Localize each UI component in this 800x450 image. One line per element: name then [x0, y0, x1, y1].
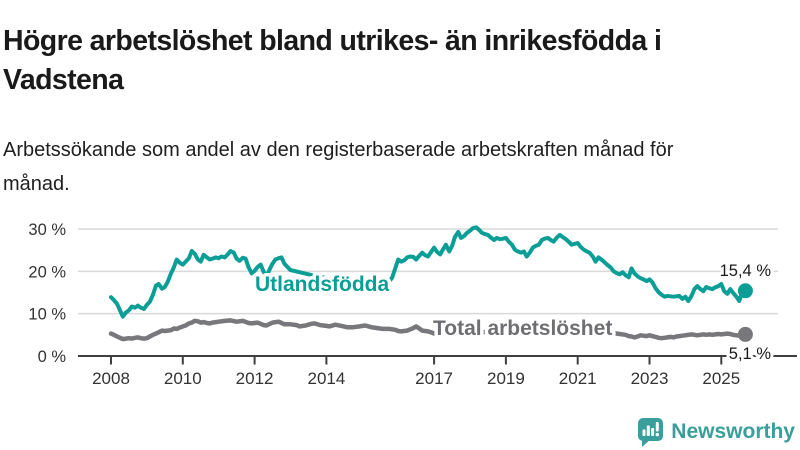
series-line-utlandsfodda	[109, 225, 748, 319]
svg-text:2008: 2008	[92, 369, 130, 388]
series-label-utlandsfodda: Utlandsfödda	[255, 273, 389, 296]
x-axis-ticks	[110, 356, 723, 365]
y-gridlines	[78, 228, 778, 315]
end-value-utlandsfodda: 15,4 %	[720, 262, 772, 280]
end-value-total: 5,1 %	[729, 345, 772, 363]
x-axis-labels: 2008 2010 2012 2014 2017 2019 2021 2023 2025	[92, 369, 740, 388]
series-line-total	[108, 318, 748, 342]
svg-text:2014: 2014	[307, 369, 345, 388]
svg-text:30 %: 30 %	[28, 221, 66, 239]
svg-text:2019: 2019	[487, 369, 525, 388]
svg-text:0 %: 0 %	[38, 348, 67, 366]
svg-text:20 %: 20 %	[28, 263, 66, 281]
svg-text:2010: 2010	[164, 369, 202, 388]
svg-text:2021: 2021	[559, 369, 597, 388]
svg-text:2025: 2025	[702, 369, 740, 388]
end-dot-total	[737, 326, 753, 342]
svg-text:2012: 2012	[236, 369, 274, 388]
chart-subtitle: Arbetssökande som andel av den registerb…	[3, 139, 674, 195]
svg-text:2017: 2017	[415, 369, 453, 388]
end-dot-utlandsfodda	[737, 283, 753, 299]
svg-text:10 %: 10 %	[28, 306, 66, 324]
newsworthy-logo-text: Newsworthy	[671, 420, 795, 443]
newsworthy-logo: Newsworthy	[637, 417, 795, 447]
newsworthy-logo-icon	[638, 418, 664, 447]
y-axis-labels: 0 % 10 % 20 % 30 %	[28, 221, 66, 366]
series-label-total: Total arbetslöshet	[433, 317, 612, 340]
page-title: Högre arbetslöshet bland utrikes- än inr…	[3, 25, 662, 97]
svg-text:2023: 2023	[631, 369, 669, 388]
